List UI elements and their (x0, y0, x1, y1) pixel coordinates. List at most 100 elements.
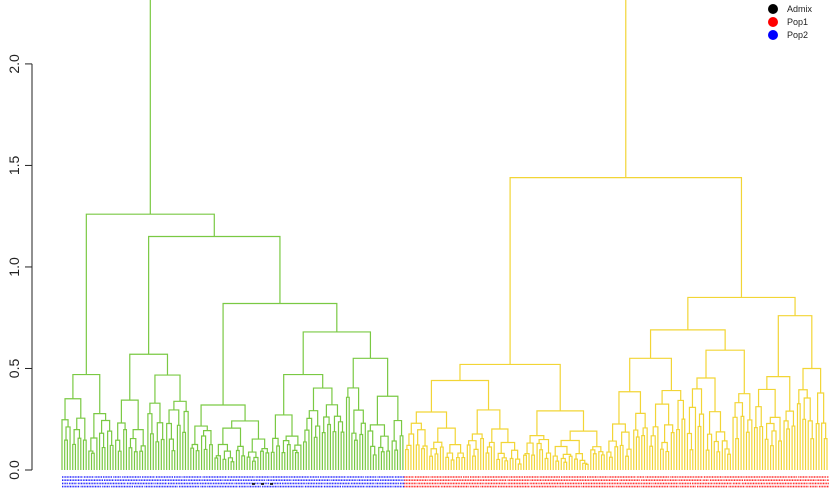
dendrogram-link (439, 446, 444, 470)
dendrogram-link (689, 449, 694, 470)
dendrogram-link (223, 450, 232, 460)
dendrogram-link (563, 461, 568, 470)
dendrogram-link (696, 377, 716, 412)
dendrogram-link (120, 399, 139, 430)
dendrogram-link (708, 411, 722, 435)
dendrogram-link (393, 419, 403, 441)
dendrogram-link (230, 461, 235, 470)
dendrogram-link (109, 444, 114, 470)
dendrogram-link (649, 445, 654, 470)
dendrogram-link (241, 455, 246, 470)
dendrogram-link (611, 423, 626, 442)
dendrogram-link (286, 444, 291, 470)
dendrogram-link (65, 426, 71, 470)
dendrogram-link (485, 452, 490, 470)
dendrogram-link (449, 444, 462, 454)
dendrogram-link (274, 414, 293, 439)
dendrogram-link (359, 433, 364, 470)
dendrogram-link (823, 438, 828, 470)
dendrogram-link (285, 435, 299, 446)
dendrogram-link (659, 448, 664, 470)
dendrogram-link (803, 397, 811, 421)
dendrogram-link (606, 451, 612, 470)
dendrogram-link (759, 425, 764, 470)
dendrogram-link (560, 439, 580, 454)
dendrogram-link (294, 444, 302, 470)
dendrogram-link (406, 444, 412, 470)
dendrogram-link (783, 420, 789, 470)
dendrogram-link (771, 430, 777, 470)
dendrogram-link (148, 235, 281, 355)
dendrogram-link (156, 422, 164, 442)
dendrogram-link (391, 440, 397, 470)
dendrogram-link (430, 448, 438, 457)
dendrogram-link (85, 213, 215, 375)
dendrogram-link (641, 434, 646, 470)
dendrogram-link (88, 450, 94, 470)
dendrogram-link (323, 416, 330, 433)
dendrogram-link (166, 422, 172, 470)
dendrogram-link (399, 435, 404, 470)
dendrogram-link (168, 438, 174, 470)
y-tick-label: 2.0 (6, 54, 22, 74)
dendrogram-link (450, 459, 455, 470)
dendrogram-link (705, 349, 745, 394)
dendrogram-link (472, 455, 476, 470)
legend-marker (768, 17, 778, 27)
dendrogram-link (802, 367, 822, 394)
dendrogram-link (128, 447, 133, 470)
dendrogram-link (430, 379, 490, 413)
dendrogram-link (807, 420, 813, 470)
legend-label: Pop2 (787, 30, 808, 40)
dendrogram-link (76, 417, 86, 441)
dendrogram-link (766, 376, 791, 412)
dendrogram-link (90, 437, 98, 470)
dendrogram-link (509, 177, 743, 365)
dendrogram-link (621, 431, 630, 450)
dendrogram-link (802, 418, 807, 470)
dendrogram-link (380, 451, 385, 470)
dendrogram-link (686, 432, 693, 470)
dendrogram-link (461, 456, 466, 470)
dendrogram-link (90, 452, 95, 470)
dendrogram-link (82, 439, 87, 470)
dendrogram-link (526, 442, 534, 456)
dendrogram-link (101, 446, 106, 470)
dendrogram-link (408, 433, 415, 470)
dendrogram-link (376, 395, 399, 425)
dendrogram-link (661, 441, 668, 452)
dendrogram-link (724, 448, 730, 470)
dendrogram-link (769, 416, 781, 442)
dendrogram-link (661, 389, 682, 405)
dendrogram-link (552, 455, 558, 470)
dendrogram-link (404, 448, 409, 470)
dendrogram-link (237, 445, 244, 456)
root-link-right (625, 0, 627, 178)
dendrogram-link (203, 448, 208, 470)
dendrogram-link (251, 460, 256, 470)
dendrogram-link (433, 441, 443, 449)
dendrogram-link (445, 456, 450, 470)
dendrogram-link (200, 435, 207, 470)
dendrogram-link (72, 373, 101, 414)
dendrogram-link (352, 357, 389, 397)
dendrogram-link (140, 445, 146, 470)
dendrogram-link (677, 399, 684, 430)
dendrogram-link (536, 410, 585, 436)
dendrogram-link (123, 429, 128, 470)
dendrogram-link (713, 440, 719, 470)
dendrogram-link (325, 404, 339, 418)
dendrogram-link (246, 456, 251, 470)
dendrogram-link (721, 440, 728, 470)
dendrogram-link (282, 440, 290, 453)
dendrogram-link (360, 422, 366, 470)
dendrogram-link (129, 353, 169, 401)
dendrogram-link (747, 419, 753, 470)
dendrogram-link (251, 438, 266, 453)
dendrogram-link (652, 426, 659, 470)
dendrogram-link (618, 391, 642, 425)
leaf-label-strip (62, 476, 829, 488)
y-tick-label: 0.5 (6, 359, 22, 379)
legend: Admix Pop1 Pop2 (768, 4, 813, 40)
dendrogram-link (625, 455, 629, 470)
